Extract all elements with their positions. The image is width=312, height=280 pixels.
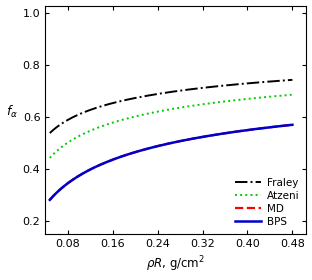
MD: [63, 184, 66, 187]
MD: [48, 198, 52, 202]
Atzeni: [202, 102, 206, 106]
Fraley: [257, 81, 261, 84]
BPS: [195, 136, 199, 139]
Line: MD: MD: [50, 125, 292, 200]
BPS: [189, 137, 193, 141]
Atzeni: [63, 143, 66, 146]
MD: [290, 123, 294, 127]
Fraley: [232, 83, 236, 86]
MD: [257, 127, 261, 130]
Fraley: [202, 86, 206, 89]
Atzeni: [48, 156, 52, 160]
Atzeni: [232, 99, 236, 102]
Atzeni: [189, 104, 193, 108]
Atzeni: [257, 96, 261, 99]
Atzeni: [195, 103, 199, 107]
X-axis label: $\rho R$, g/cm$^2$: $\rho R$, g/cm$^2$: [146, 255, 205, 274]
Fraley: [189, 88, 193, 91]
Line: BPS: BPS: [50, 125, 292, 200]
Fraley: [48, 131, 52, 135]
Atzeni: [290, 93, 294, 96]
BPS: [290, 123, 294, 127]
MD: [195, 136, 199, 139]
Legend: Fraley, Atzeni, MD, BPS: Fraley, Atzeni, MD, BPS: [233, 176, 301, 229]
BPS: [63, 184, 66, 187]
Fraley: [290, 78, 294, 81]
BPS: [232, 130, 236, 134]
BPS: [48, 198, 52, 202]
MD: [202, 135, 206, 138]
Line: Atzeni: Atzeni: [50, 95, 292, 158]
Y-axis label: $f_\alpha$: $f_\alpha$: [6, 104, 17, 120]
Fraley: [195, 87, 199, 90]
BPS: [202, 135, 206, 138]
MD: [189, 137, 193, 141]
MD: [232, 130, 236, 134]
Line: Fraley: Fraley: [50, 80, 292, 133]
Fraley: [63, 120, 66, 123]
BPS: [257, 127, 261, 130]
